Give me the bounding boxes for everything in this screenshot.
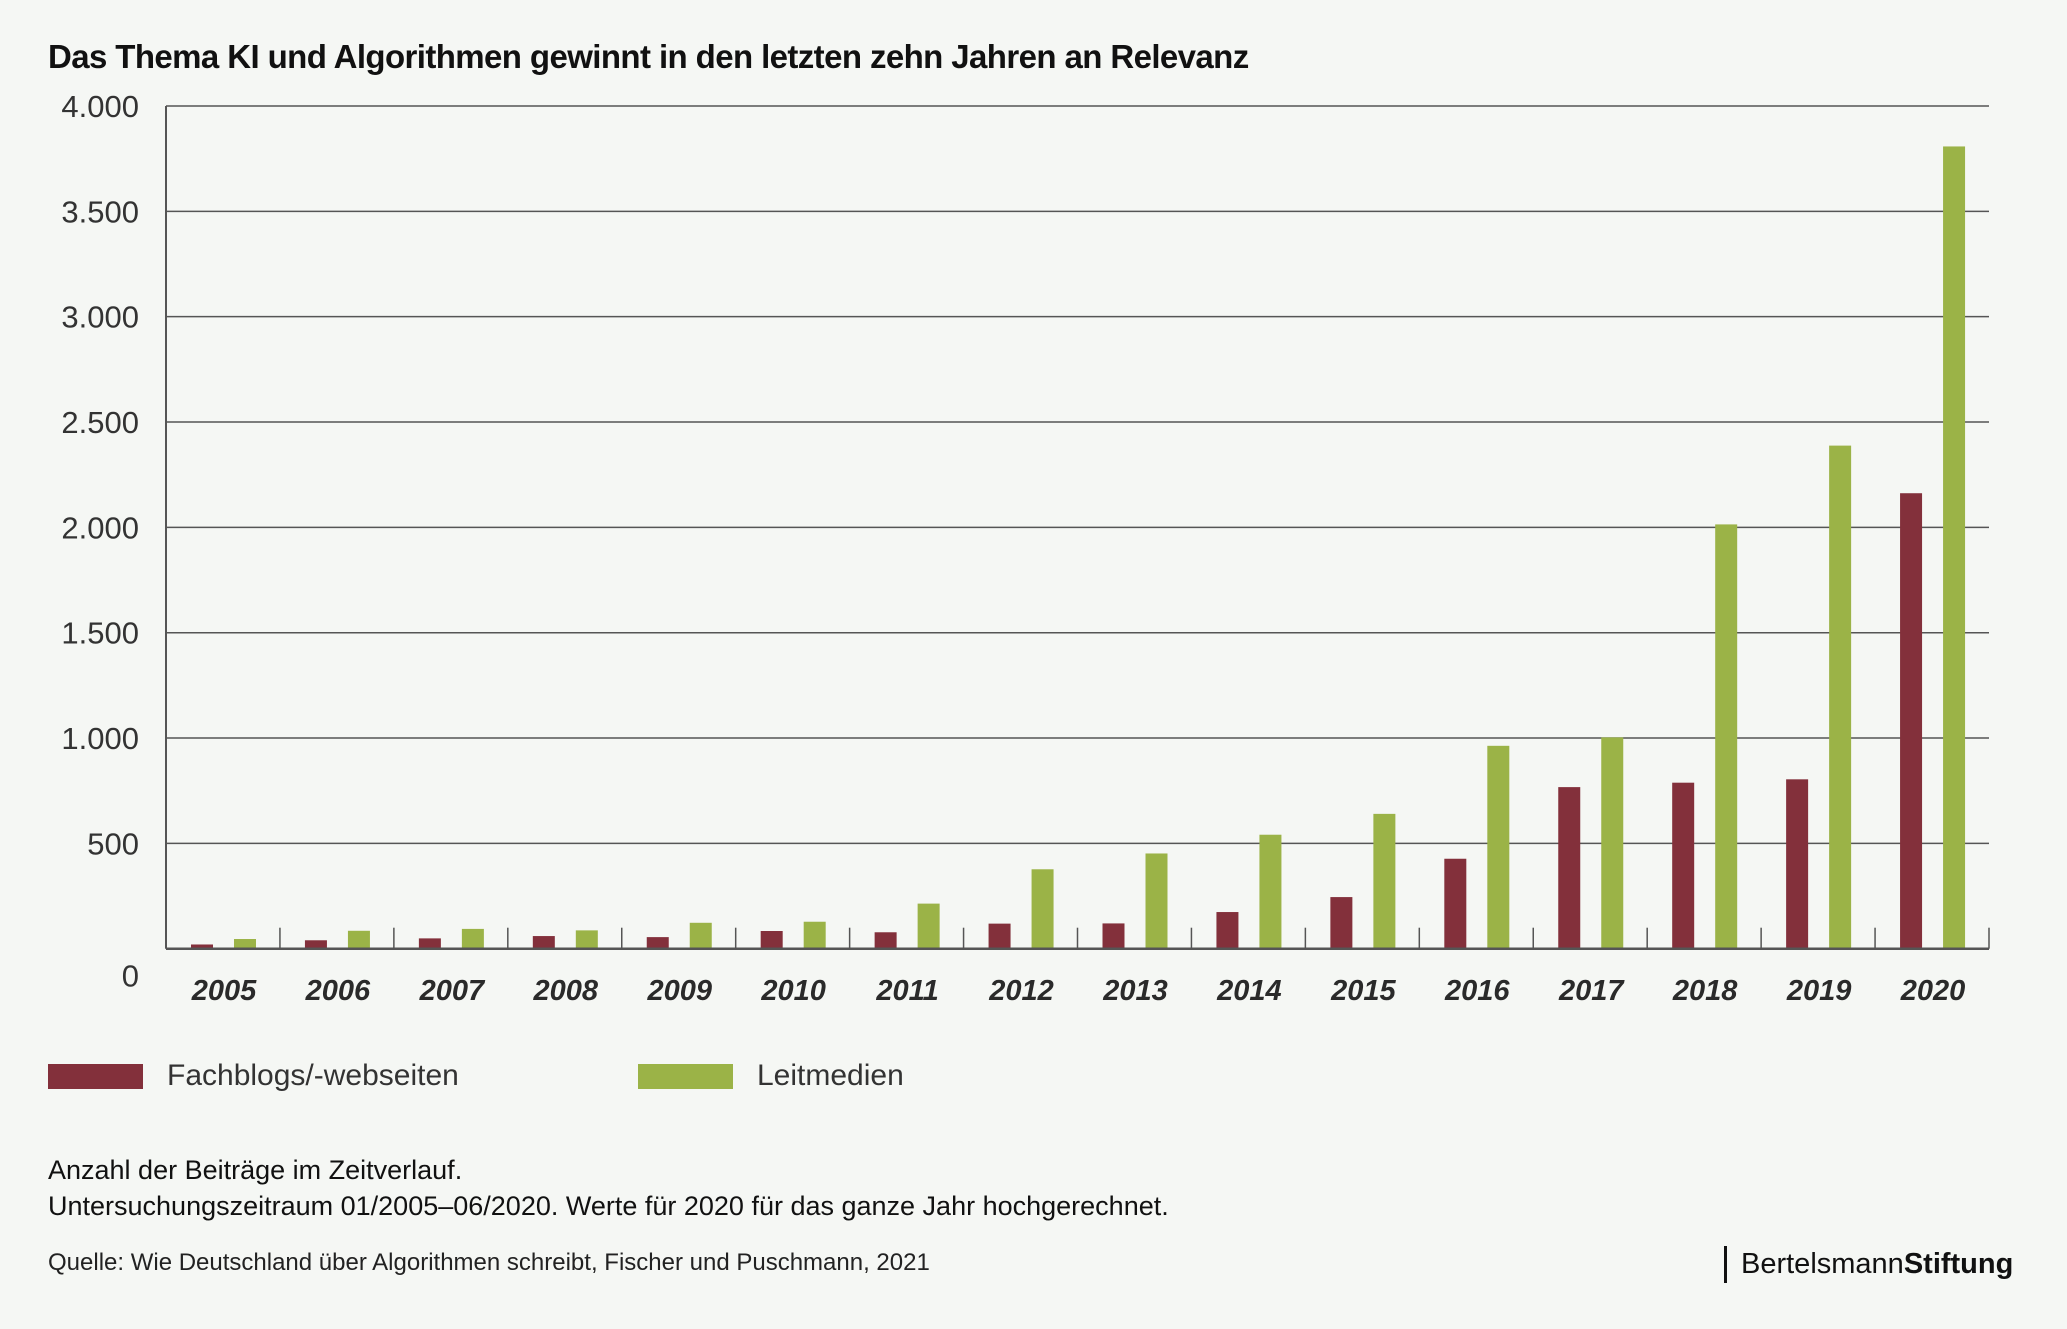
bar-leitmedien-2005 (234, 939, 256, 949)
bar-chart: 05001.0001.5002.0002.5003.0003.5004.000 … (61, 89, 1990, 1007)
bar-fachblogs-2014 (1216, 912, 1239, 949)
bar-fachblogs-2005 (191, 944, 213, 949)
bar-leitmedien-2014 (1259, 834, 1282, 949)
y-tick-label: 2.500 (61, 405, 139, 440)
legend: Fachblogs/-webseiten Leitmedien (0, 1061, 1200, 1091)
y-tick-label: 1.000 (61, 721, 139, 756)
bars (191, 146, 1966, 949)
y-tick-label: 3.000 (61, 300, 139, 335)
bar-leitmedien-2008 (575, 930, 598, 949)
bar-fachblogs-2013 (1102, 923, 1125, 949)
bar-fachblogs-2008 (532, 936, 555, 949)
source-note: Quelle: Wie Deutschland über Algorithmen… (48, 1249, 930, 1276)
y-tick-label: 3.500 (61, 194, 139, 229)
bar-fachblogs-2016 (1444, 858, 1467, 949)
bar-fachblogs-2009 (646, 937, 669, 949)
x-tick-label: 2018 (1672, 975, 1738, 1007)
x-tick-label: 2020 (1900, 975, 1966, 1007)
legend-item-leitmedien: Leitmedien (638, 1061, 904, 1091)
logo-text: BertelsmannStiftung (1741, 1248, 2013, 1281)
bar-leitmedien-2020 (1943, 146, 1966, 949)
bar-leitmedien-2010 (803, 921, 826, 949)
y-axis-labels: 0 500 1.000 1.500 2.000 2.500 3.000 3.500 4.000 (61, 89, 139, 994)
caption-line-2: Untersuchungszeitraum 01/2005–06/2020. W… (48, 1191, 1169, 1221)
bar-leitmedien-2006 (347, 930, 370, 949)
axes (165, 106, 1990, 950)
x-tick-label: 2014 (1216, 975, 1282, 1007)
x-tick-label: 2006 (305, 975, 371, 1007)
legend-swatch-leitmedien (638, 1063, 733, 1089)
x-tick-label: 2017 (1558, 975, 1625, 1007)
logo-divider (1724, 1245, 1727, 1283)
x-tick-label: 2005 (191, 975, 257, 1007)
bar-fachblogs-2018 (1672, 782, 1695, 949)
legend-swatch-fachblogs (48, 1063, 143, 1089)
bar-leitmedien-2011 (917, 903, 940, 949)
gridlines (166, 105, 1989, 845)
y-tick-label: 2.000 (61, 510, 139, 545)
x-tick-label: 2016 (1444, 975, 1510, 1007)
bar-leitmedien-2009 (689, 922, 712, 949)
bar-leitmedien-2015 (1373, 813, 1396, 949)
legend-label-leitmedien: Leitmedien (757, 1059, 904, 1092)
chart-title: Das Thema KI und Algorithmen gewinnt in … (48, 38, 1249, 75)
bertelsmann-stiftung-logo: BertelsmannStiftung (1724, 1245, 2013, 1283)
bar-fachblogs-2015 (1330, 897, 1353, 949)
bar-fachblogs-2006 (304, 940, 327, 949)
x-tick-label: 2012 (988, 975, 1054, 1007)
x-tick-label: 2015 (1330, 975, 1396, 1007)
y-tick-label: 500 (87, 826, 139, 861)
bar-fachblogs-2010 (760, 931, 783, 949)
caption-line-1: Anzahl der Beiträge im Zeitverlauf. (48, 1155, 463, 1185)
bar-fachblogs-2019 (1786, 779, 1809, 949)
x-tick-label: 2010 (760, 975, 826, 1007)
y-tick-label: 1.500 (61, 616, 139, 651)
bar-leitmedien-2016 (1487, 745, 1510, 949)
x-tick-label: 2009 (646, 975, 712, 1007)
logo-part-1: Bertelsmann (1741, 1247, 1904, 1280)
x-tick-label: 2011 (875, 975, 938, 1007)
x-axis-labels: 2005 2006 2007 2008 2009 2010 2011 2012 2013 2014… (191, 975, 1966, 1007)
x-tick-label: 2007 (419, 975, 486, 1007)
caption: Anzahl der Beiträge im Zeitverlauf. Unte… (48, 1152, 1169, 1224)
bar-leitmedien-2013 (1145, 853, 1168, 949)
logo-part-2: Stiftung (1903, 1247, 2014, 1280)
bar-leitmedien-2019 (1829, 445, 1852, 949)
legend-label-fachblogs: Fachblogs/-webseiten (167, 1059, 459, 1092)
y-tick-label: 4.000 (61, 89, 139, 124)
bar-leitmedien-2007 (461, 928, 484, 949)
legend-item-fachblogs: Fachblogs/-webseiten (48, 1061, 459, 1091)
bar-fachblogs-2017 (1558, 787, 1581, 949)
bar-leitmedien-2012 (1031, 869, 1054, 949)
x-tick-label: 2013 (1102, 975, 1168, 1007)
y-tick-label: 0 (122, 959, 139, 994)
bar-leitmedien-2018 (1715, 524, 1738, 949)
bar-fachblogs-2011 (874, 932, 897, 949)
x-tick-label: 2019 (1786, 975, 1852, 1007)
bar-fachblogs-2020 (1900, 493, 1923, 949)
x-tick-label: 2008 (533, 975, 599, 1007)
bar-leitmedien-2017 (1601, 737, 1624, 949)
bar-fachblogs-2012 (988, 923, 1011, 949)
bar-fachblogs-2007 (418, 938, 441, 949)
